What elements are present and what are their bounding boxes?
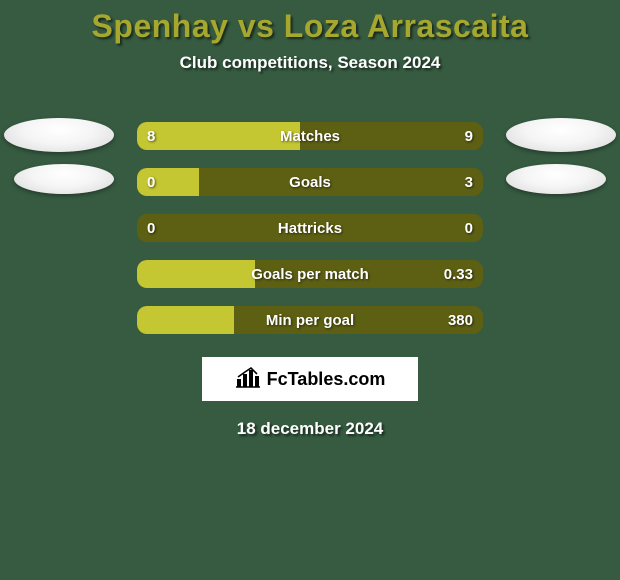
stat-bar-track — [137, 306, 483, 334]
stat-row: 0 Hattricks 0 — [0, 205, 620, 251]
footer: FcTables.com 18 december 2024 — [0, 357, 620, 439]
stat-bar-right — [255, 260, 483, 288]
page-title: Spenhay vs Loza Arrascaita — [0, 0, 620, 49]
stat-bar-left — [137, 122, 300, 150]
bar-chart-icon — [235, 366, 261, 393]
stat-bar-track — [137, 260, 483, 288]
stat-bar-left — [137, 168, 199, 196]
stat-bar-right — [234, 306, 483, 334]
stat-row: 8 Matches 9 — [0, 113, 620, 159]
date-label: 18 december 2024 — [0, 419, 620, 439]
stat-bar-left — [137, 306, 234, 334]
comparison-card: Spenhay vs Loza Arrascaita Club competit… — [0, 0, 620, 580]
stat-bar-track — [137, 168, 483, 196]
source-logo-text: FcTables.com — [267, 369, 386, 390]
stat-bar-right — [300, 122, 483, 150]
season-subtitle: Club competitions, Season 2024 — [0, 53, 620, 73]
stat-bar-right — [199, 168, 483, 196]
stat-bar-track — [137, 122, 483, 150]
stat-row: 0 Goals 3 — [0, 159, 620, 205]
stat-bar-left — [137, 260, 255, 288]
stat-row: Min per goal 380 — [0, 297, 620, 343]
stats-area: 8 Matches 9 0 Goals 3 0 Hattri — [0, 113, 620, 343]
source-logo: FcTables.com — [202, 357, 418, 401]
stat-row: Goals per match 0.33 — [0, 251, 620, 297]
stat-bar-track — [137, 214, 483, 242]
